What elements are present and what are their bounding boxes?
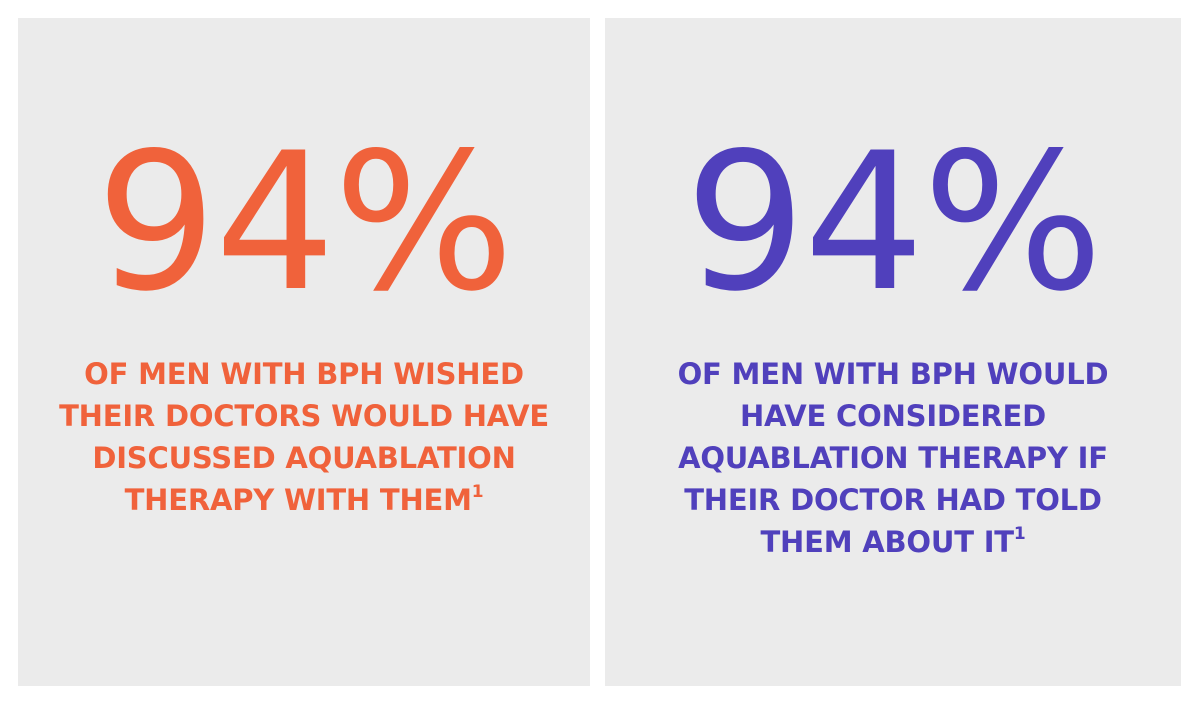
caption-line: HAVE CONSIDERED <box>739 399 1047 433</box>
stat-caption: OF MEN WITH BPH WISHED THEIR DOCTORS WOU… <box>18 353 590 521</box>
caption-line: AQUABLATION THERAPY IF <box>678 441 1108 475</box>
caption-line: THEIR DOCTORS WOULD HAVE <box>59 399 549 433</box>
caption-line-text: THEM ABOUT IT <box>760 525 1014 559</box>
stat-percentage: 94% <box>95 112 514 333</box>
stat-percentage: 94% <box>684 112 1103 333</box>
stat-caption: OF MEN WITH BPH WOULD HAVE CONSIDERED AQ… <box>605 353 1181 563</box>
caption-line: DISCUSSED AQUABLATION <box>92 441 516 475</box>
caption-line-last: THEM ABOUT IT1 <box>605 521 1181 563</box>
caption-line: OF MEN WITH BPH WISHED <box>84 357 524 391</box>
caption-line-last: THERAPY WITH THEM1 <box>18 479 590 521</box>
caption-line: THEIR DOCTOR HAD TOLD <box>684 483 1102 517</box>
footnote-marker: 1 <box>471 482 484 503</box>
stat-panel-right: 94% OF MEN WITH BPH WOULD HAVE CONSIDERE… <box>605 18 1181 686</box>
caption-line: OF MEN WITH BPH WOULD <box>677 357 1109 391</box>
caption-line-text: THERAPY WITH THEM <box>124 483 472 517</box>
stat-panel-left: 94% OF MEN WITH BPH WISHED THEIR DOCTORS… <box>18 18 590 686</box>
footnote-marker: 1 <box>1013 524 1026 545</box>
